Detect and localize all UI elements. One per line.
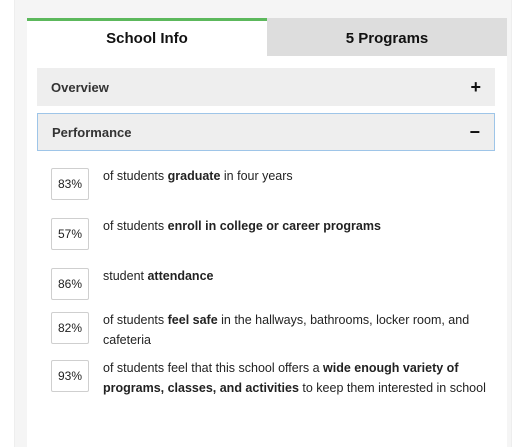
stat-value-badge: 82% xyxy=(51,312,89,344)
plus-icon: + xyxy=(470,77,481,97)
tab-programs-label: 5 Programs xyxy=(345,30,429,47)
tab-panel: Overview + Performance − 83% of students… xyxy=(27,56,507,447)
stat-text-bold: attendance xyxy=(147,269,214,283)
stat-text-plain: to keep them interested in school xyxy=(298,381,486,395)
stat-text-bold: enroll in college or career programs xyxy=(167,219,381,233)
accordion-overview-label: Overview xyxy=(51,79,109,95)
stat-text-plain: in the hallways, bathrooms, locker room,… xyxy=(103,313,470,347)
stat-text-plain: student xyxy=(103,269,148,283)
stat-text-plain: of students feel that this school offers… xyxy=(103,361,324,375)
stat-text-plain: of students xyxy=(103,169,168,183)
stat-value-badge: 57% xyxy=(51,218,89,250)
stat-description: student attendance xyxy=(103,266,493,286)
stat-text-bold: graduate xyxy=(167,169,221,183)
tab-school-info[interactable]: School Info xyxy=(27,18,267,56)
tab-bar: School Info 5 Programs xyxy=(27,18,507,56)
accordion-performance-header[interactable]: Performance − xyxy=(37,113,495,151)
accordion-performance-label: Performance xyxy=(52,124,132,140)
tab-school-info-label: School Info xyxy=(106,30,188,47)
stat-description: of students feel safe in the hallways, b… xyxy=(103,310,493,350)
stat-text-plain: of students xyxy=(103,219,168,233)
stat-text-bold: feel safe xyxy=(167,313,218,327)
stat-text-bold: wide enough variety of programs, classes… xyxy=(103,361,459,395)
tab-programs[interactable]: 5 Programs xyxy=(267,18,507,56)
stat-description: of students enroll in college or career … xyxy=(103,216,493,236)
stat-value-badge: 93% xyxy=(51,360,89,392)
stat-description: of students graduate in four years xyxy=(103,166,493,186)
stat-value-badge: 83% xyxy=(51,168,89,200)
school-card: School Info 5 Programs Overview + Perfor… xyxy=(14,0,512,447)
accordion-overview-header[interactable]: Overview + xyxy=(37,68,495,106)
minus-icon: − xyxy=(469,122,480,142)
stat-value-badge: 86% xyxy=(51,268,89,300)
stat-text-plain: of students xyxy=(103,313,168,327)
stat-description: of students feel that this school offers… xyxy=(103,358,493,398)
stat-text-plain: in four years xyxy=(220,169,293,183)
